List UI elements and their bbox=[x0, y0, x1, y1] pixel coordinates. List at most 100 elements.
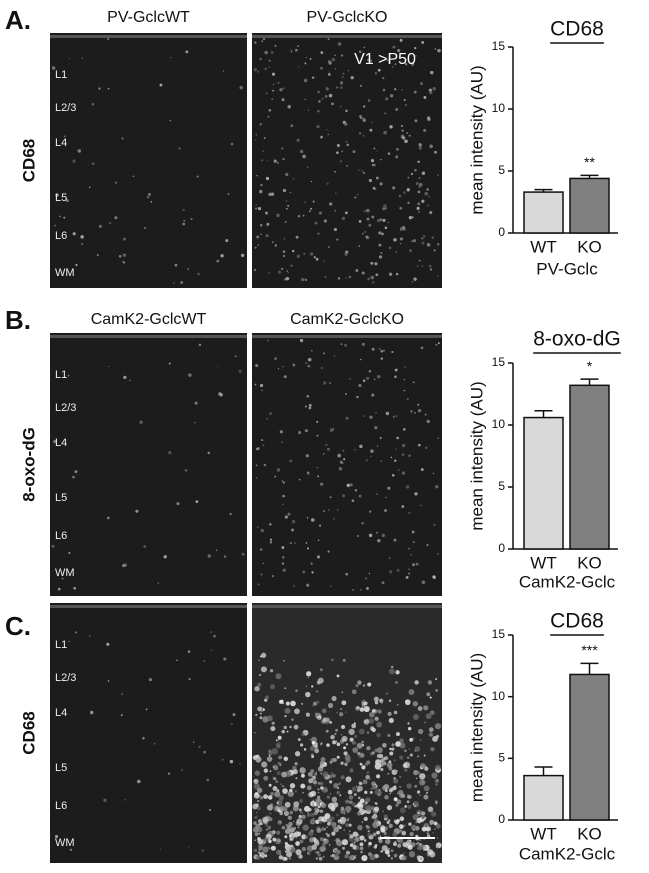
cell-signal bbox=[361, 854, 368, 862]
cell-signal bbox=[282, 788, 288, 794]
cell-signal bbox=[306, 671, 312, 677]
cell-signal bbox=[388, 766, 393, 771]
cell-signal bbox=[207, 451, 210, 455]
cell-signal bbox=[107, 680, 110, 682]
cell-signal bbox=[169, 56, 172, 59]
cell-signal bbox=[368, 369, 372, 373]
cell-signal bbox=[378, 243, 382, 247]
y-tick-label: 10 bbox=[492, 417, 506, 431]
x-tick-label: KO bbox=[577, 824, 602, 843]
cell-signal bbox=[391, 473, 395, 477]
cell-signal bbox=[376, 830, 380, 835]
cell-signal bbox=[274, 357, 277, 360]
cell-signal bbox=[143, 545, 147, 548]
cell-signal bbox=[436, 243, 440, 246]
cell-signal bbox=[339, 460, 343, 464]
cell-signal bbox=[366, 58, 370, 61]
cell-signal bbox=[312, 200, 315, 203]
cell-signal bbox=[370, 261, 374, 265]
cell-signal bbox=[395, 670, 400, 675]
cell-signal bbox=[259, 123, 262, 126]
cell-signal bbox=[317, 539, 320, 542]
cell-signal bbox=[364, 231, 367, 233]
cell-signal bbox=[259, 716, 263, 720]
cell-signal bbox=[174, 263, 178, 267]
cell-signal bbox=[269, 770, 272, 773]
cell-signal bbox=[411, 240, 413, 243]
cell-signal bbox=[326, 743, 330, 747]
cell-signal bbox=[293, 585, 295, 587]
cell-signal bbox=[288, 821, 293, 827]
bar bbox=[523, 191, 564, 234]
cell-signal bbox=[307, 166, 309, 168]
cell-signal bbox=[308, 210, 311, 213]
cell-signal bbox=[287, 844, 291, 848]
cell-signal bbox=[427, 806, 434, 813]
cell-signal bbox=[257, 70, 260, 73]
cell-signal bbox=[366, 825, 371, 830]
cell-signal bbox=[330, 772, 334, 775]
cell-signal bbox=[408, 215, 413, 220]
cell-signal bbox=[263, 794, 268, 799]
cell-signal bbox=[359, 358, 362, 361]
cell-signal bbox=[378, 790, 382, 795]
cell-signal bbox=[339, 81, 344, 85]
cell-signal bbox=[221, 758, 224, 761]
layer-label: L4 bbox=[55, 707, 67, 719]
cell-signal bbox=[265, 234, 269, 238]
cell-signal bbox=[361, 232, 364, 235]
cell-signal bbox=[322, 842, 326, 847]
cell-signal bbox=[290, 50, 293, 53]
cell-signal bbox=[262, 562, 264, 565]
cell-signal bbox=[401, 505, 405, 508]
cell-signal bbox=[75, 631, 78, 634]
cell-signal bbox=[123, 237, 126, 241]
cell-signal bbox=[282, 365, 284, 368]
cell-signal bbox=[240, 253, 245, 258]
cell-signal bbox=[341, 150, 344, 153]
cell-signal bbox=[311, 740, 315, 745]
cell-signal bbox=[333, 518, 335, 520]
cell-signal bbox=[304, 98, 306, 101]
cell-signal bbox=[426, 791, 429, 794]
cell-signal bbox=[277, 839, 281, 843]
cell-signal bbox=[320, 51, 324, 55]
cell-signal bbox=[367, 830, 370, 833]
cell-signal bbox=[265, 818, 269, 822]
cell-signal bbox=[421, 40, 425, 45]
cell-signal bbox=[54, 224, 56, 227]
cell-signal bbox=[375, 531, 378, 534]
cell-signal bbox=[345, 572, 348, 576]
cell-signal bbox=[178, 147, 181, 150]
cell-signal bbox=[423, 128, 427, 132]
cell-signal bbox=[285, 207, 288, 210]
cell-signal bbox=[330, 816, 335, 821]
cell-signal bbox=[396, 569, 400, 572]
cell-signal bbox=[307, 471, 310, 474]
cell-signal bbox=[283, 756, 289, 762]
bar bbox=[569, 673, 610, 821]
cell-signal bbox=[253, 778, 259, 784]
cell-signal bbox=[317, 475, 320, 478]
cell-signal bbox=[370, 449, 374, 453]
cell-signal bbox=[184, 469, 188, 472]
cell-signal bbox=[77, 149, 82, 153]
cell-signal bbox=[401, 443, 406, 448]
cell-signal bbox=[415, 182, 419, 186]
cell-signal bbox=[282, 503, 284, 506]
cell-signal bbox=[410, 553, 413, 556]
cell-signal bbox=[107, 38, 110, 40]
cell-signal bbox=[344, 799, 350, 804]
cell-signal bbox=[437, 437, 440, 439]
cell-signal bbox=[286, 846, 291, 852]
cell-signal bbox=[410, 172, 413, 176]
cell-signal bbox=[328, 71, 331, 73]
cell-signal bbox=[363, 839, 367, 842]
cell-signal bbox=[190, 217, 193, 221]
cell-signal bbox=[374, 72, 378, 75]
cell-signal bbox=[363, 105, 366, 108]
cell-signal bbox=[359, 762, 363, 766]
cell-signal bbox=[287, 790, 294, 797]
cell-signal bbox=[334, 67, 337, 70]
cell-signal bbox=[266, 417, 269, 420]
